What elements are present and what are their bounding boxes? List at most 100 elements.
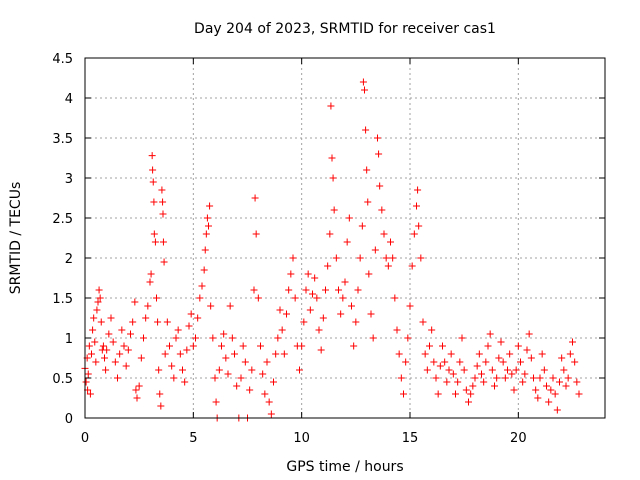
data-point — [185, 322, 193, 330]
data-point — [376, 182, 384, 190]
data-point — [150, 198, 158, 206]
data-point — [107, 314, 115, 322]
data-point — [378, 206, 386, 214]
y-tick-label: 2.5 — [52, 212, 73, 227]
axis-ticks — [84, 57, 605, 419]
data-point — [356, 254, 364, 262]
data-point — [155, 366, 163, 374]
data-point — [109, 338, 117, 346]
data-point — [527, 354, 535, 362]
data-point — [458, 334, 466, 342]
data-point — [189, 342, 197, 350]
data-point — [263, 358, 271, 366]
y-tick-label: 2 — [65, 252, 73, 267]
data-point — [222, 354, 230, 362]
data-point — [146, 278, 154, 286]
data-point — [147, 270, 155, 278]
data-point — [324, 262, 332, 270]
data-point — [201, 246, 209, 254]
data-point — [291, 294, 299, 302]
data-point — [181, 378, 189, 386]
data-point — [267, 410, 275, 418]
data-point — [326, 230, 334, 238]
data-point — [160, 258, 168, 266]
data-point — [274, 334, 282, 342]
data-point — [499, 358, 507, 366]
data-point — [547, 386, 555, 394]
data-point — [127, 330, 134, 338]
data-point — [228, 334, 236, 342]
data-point — [116, 350, 124, 358]
data-point — [93, 306, 101, 314]
data-point — [220, 330, 228, 338]
data-point — [250, 286, 258, 294]
data-point — [158, 186, 166, 194]
data-point — [300, 318, 308, 326]
data-point — [207, 302, 215, 310]
data-point — [192, 334, 199, 342]
data-point — [89, 326, 97, 334]
data-point — [251, 194, 259, 202]
y-axis-label: SRMTID / TECUs — [8, 182, 24, 295]
data-point — [404, 334, 412, 342]
data-point — [510, 386, 518, 394]
data-point — [532, 386, 540, 394]
data-point — [317, 346, 325, 354]
data-point — [508, 370, 516, 378]
data-point — [415, 222, 423, 230]
data-point — [367, 310, 375, 318]
data-point — [90, 314, 98, 322]
data-point — [270, 378, 277, 386]
data-point — [519, 378, 527, 386]
data-point — [471, 374, 479, 382]
data-point — [432, 374, 440, 382]
data-point — [330, 206, 338, 214]
data-point — [497, 338, 505, 346]
data-point — [129, 318, 137, 326]
data-point — [248, 366, 256, 374]
chart-title: Day 204 of 2023, SRMTID for receiver cas… — [194, 21, 496, 37]
data-point — [91, 338, 99, 346]
y-tick-label: 3.5 — [52, 132, 73, 147]
data-point — [304, 270, 312, 278]
data-point — [283, 310, 290, 318]
x-tick-label: 15 — [402, 431, 419, 446]
data-point — [226, 302, 234, 310]
data-point — [198, 282, 206, 290]
y-tick-label: 4 — [65, 92, 73, 107]
data-point — [545, 398, 553, 406]
x-tick-label: 0 — [81, 431, 89, 446]
data-point — [237, 374, 245, 382]
data-point — [231, 350, 238, 358]
data-point — [118, 326, 126, 334]
data-point — [252, 230, 260, 238]
data-point — [327, 102, 335, 110]
data-point — [504, 366, 511, 374]
data-point — [211, 374, 219, 382]
data-point — [202, 230, 210, 238]
data-point — [556, 378, 563, 386]
data-point — [166, 342, 173, 350]
data-point — [150, 230, 158, 238]
data-point — [280, 350, 288, 358]
data-point — [287, 270, 295, 278]
data-point — [391, 294, 399, 302]
data-point — [170, 374, 178, 382]
data-point — [102, 366, 110, 374]
data-point — [302, 286, 310, 294]
y-tick-label: 0.5 — [52, 372, 73, 387]
data-point — [246, 386, 254, 394]
data-point — [140, 334, 147, 342]
data-point — [124, 346, 132, 354]
data-point — [419, 318, 427, 326]
data-point — [156, 390, 164, 398]
data-point — [85, 342, 93, 350]
data-point — [101, 354, 108, 362]
data-point — [205, 222, 212, 230]
data-point — [285, 286, 293, 294]
data-point — [400, 390, 407, 398]
data-point — [540, 366, 548, 374]
data-point — [212, 398, 220, 406]
data-point — [97, 318, 105, 326]
